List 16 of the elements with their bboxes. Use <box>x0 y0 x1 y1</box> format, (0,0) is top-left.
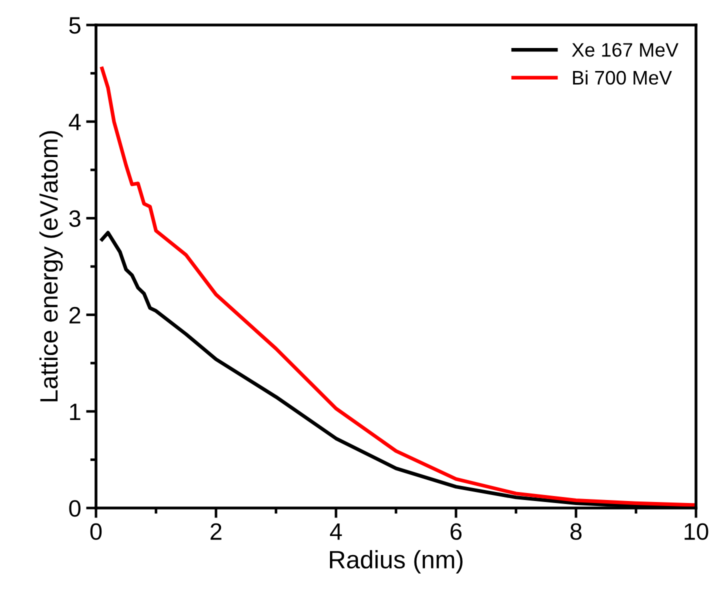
legend-label: Xe 167 MeV <box>572 43 678 57</box>
y-tick-label: 5 <box>69 17 80 34</box>
x-tick-label: 4 <box>330 523 342 540</box>
x-tick-label: 10 <box>684 523 708 540</box>
y-tick-label: 3 <box>69 210 80 227</box>
y-tick-label: 1 <box>70 404 80 420</box>
x-tick-label: 6 <box>450 523 462 540</box>
y-tick-label: 4 <box>68 114 81 130</box>
x-tick-label: 8 <box>570 523 582 540</box>
x-tick-label: 2 <box>210 523 222 540</box>
y-axis-title: Lattice energy (eV/atom) <box>39 131 63 402</box>
y-tick-label: 0 <box>69 500 80 517</box>
x-axis-title: Radius (nm) <box>330 550 463 574</box>
legend-label: Bi 700 MeV <box>573 70 672 85</box>
y-tick-label: 2 <box>69 306 80 324</box>
x-tick-label: 0 <box>90 523 102 540</box>
